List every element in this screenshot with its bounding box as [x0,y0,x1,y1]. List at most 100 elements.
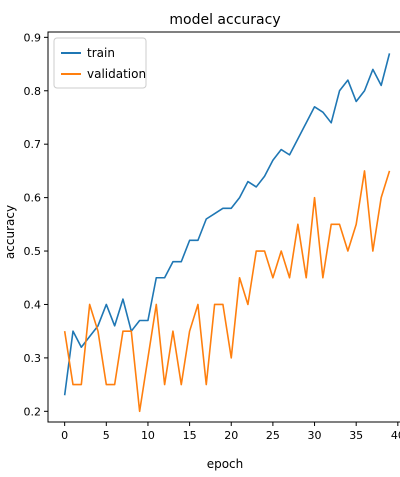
plot-frame [47,31,400,423]
data-point-validation [388,169,391,172]
data-point-validation [305,276,308,279]
data-point-train [171,260,174,263]
y-tick-label: 0.6 [24,192,42,205]
x-tick-label: 25 [266,429,280,442]
data-point-validation [88,303,91,306]
data-point-validation [330,223,333,226]
data-point-train [113,324,116,327]
data-point-validation [130,330,133,333]
data-point-train [221,207,224,210]
data-point-validation [263,249,266,252]
data-point-validation [80,383,83,386]
data-point-validation [321,276,324,279]
y-tick-label: 0.2 [24,405,42,418]
data-point-train [88,335,91,338]
data-point-validation [221,303,224,306]
data-point-train [313,105,316,108]
data-point-train [296,137,299,140]
data-point-validation [71,383,74,386]
data-point-train [146,319,149,322]
data-point-validation [213,303,216,306]
series-line-train [63,53,391,396]
x-tick-label: 15 [183,429,197,442]
y-axis: 0.2 0.3 0.4 0.5 0.6 0.7 0.8 0.9 [24,31,48,418]
y-tick-label: 0.4 [24,298,42,311]
data-point-validation [355,223,358,226]
legend: train validation [53,37,147,89]
data-point-train [380,84,383,87]
data-point-train [363,89,366,92]
x-tick-label: 40 [391,429,400,442]
x-tick-label: 20 [224,429,238,442]
series-line-validation [63,170,391,413]
data-point-train [263,175,266,178]
x-tick-label: 30 [308,429,322,442]
data-point-validation [363,169,366,172]
data-point-validation [205,383,208,386]
data-point-train [213,212,216,215]
x-tick-label: 35 [349,429,363,442]
data-point-train [105,303,108,306]
data-point-validation [346,249,349,252]
data-point-validation [171,330,174,333]
data-point-train [180,260,183,263]
data-point-train [388,52,391,55]
data-point-train [155,276,158,279]
data-point-train [338,89,341,92]
data-point-train [321,111,324,114]
data-point-train [196,239,199,242]
x-tick-label: 10 [141,429,155,442]
data-point-train [71,330,74,333]
data-point-validation [271,276,274,279]
data-point-validation [121,330,124,333]
data-point-train [271,159,274,162]
data-point-validation [105,383,108,386]
data-point-validation [255,249,258,252]
data-point-train [205,217,208,220]
data-point-validation [288,276,291,279]
y-tick-label: 0.9 [24,31,42,44]
data-point-validation [280,249,283,252]
data-point-validation [155,303,158,306]
x-axis-title: epoch [207,457,244,471]
data-point-train [121,298,124,301]
data-point-validation [313,196,316,199]
data-point-train [230,207,233,210]
data-point-validation [180,383,183,386]
data-point-validation [138,410,141,413]
data-point-train [346,78,349,81]
data-point-validation [246,303,249,306]
data-point-validation [163,383,166,386]
data-point-validation [113,383,116,386]
data-point-validation [146,356,149,359]
chart-title: model accuracy [169,12,280,28]
y-tick-label: 0.8 [24,85,42,98]
data-point-train [63,394,66,397]
x-tick-label: 0 [61,429,68,442]
data-point-validation [296,223,299,226]
data-point-validation [380,196,383,199]
data-point-validation [230,356,233,359]
data-point-train [138,319,141,322]
x-tick-label: 5 [103,429,110,442]
plot-area [47,31,400,423]
data-point-train [163,276,166,279]
data-point-train [246,180,249,183]
data-point-validation [188,330,191,333]
x-axis: 0 5 10 15 20 25 30 35 40 [61,422,400,442]
data-point-train [238,196,241,199]
legend-box [53,37,147,89]
data-point-validation [371,249,374,252]
data-point-train [288,153,291,156]
data-point-validation [96,330,99,333]
data-point-train [188,239,191,242]
data-point-train [280,148,283,151]
data-point-train [371,68,374,71]
data-point-train [355,100,358,103]
data-point-validation [196,303,199,306]
data-point-validation [238,276,241,279]
y-tick-label: 0.5 [24,245,42,258]
legend-label-validation: validation [87,67,146,81]
data-point-train [305,121,308,124]
